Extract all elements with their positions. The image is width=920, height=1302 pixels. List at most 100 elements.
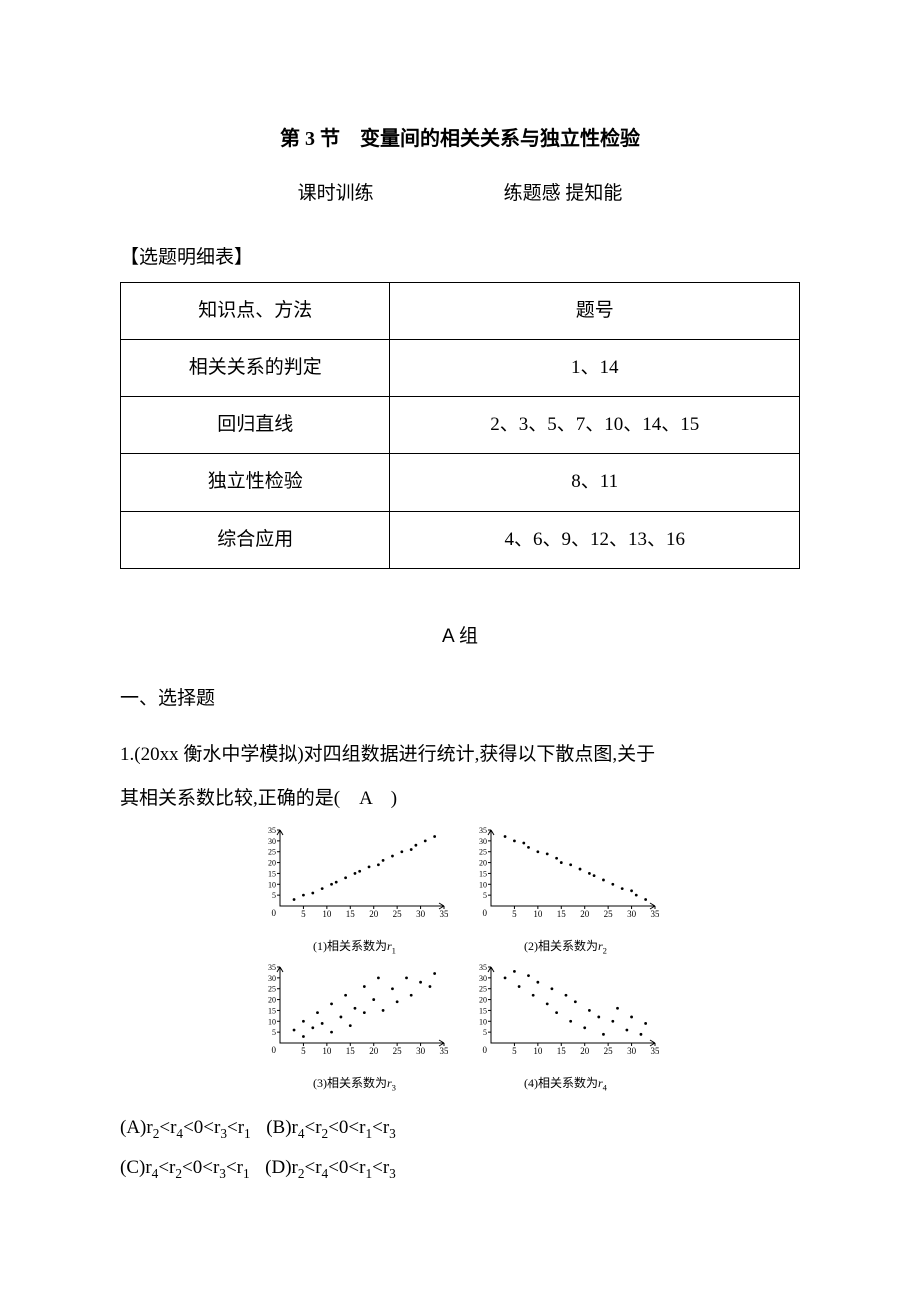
svg-text:30: 30 [479,974,487,983]
svg-text:35: 35 [268,963,276,972]
scatter-grid: 051015202530355101520253035 (1)相关系数为r1 0… [260,826,660,1096]
svg-text:15: 15 [268,1007,276,1016]
svg-text:5: 5 [512,1046,517,1056]
q1-text: 1.(20xx 衡水中学模拟)对四组数据进行统计,获得以下散点图,关于 其相关系… [120,733,800,820]
svg-text:35: 35 [440,909,449,919]
svg-text:20: 20 [369,909,379,919]
table-header-row: 知识点、方法 题号 [121,283,800,340]
svg-text:15: 15 [557,1046,567,1056]
svg-text:35: 35 [440,1046,449,1056]
table-row: 独立性检验 8、11 [121,454,800,511]
scatter-svg-1: 051015202530355101520253035 [260,826,448,920]
svg-text:15: 15 [268,870,276,879]
subtitle-row: 课时训练 练题感 提知能 [120,176,800,212]
svg-text:10: 10 [479,881,487,890]
svg-text:30: 30 [268,837,276,846]
svg-text:5: 5 [301,1046,306,1056]
svg-text:30: 30 [416,909,426,919]
svg-text:5: 5 [512,909,517,919]
cell: 综合应用 [121,511,390,568]
svg-text:35: 35 [268,826,276,835]
svg-text:10: 10 [533,1046,543,1056]
svg-text:30: 30 [627,909,637,919]
topic-table: 知识点、方法 题号 相关关系的判定 1、14 回归直线 2、3、5、7、10、1… [120,282,800,568]
svg-text:35: 35 [651,909,660,919]
page-title: 第 3 节 变量间的相关关系与独立性检验 [120,120,800,158]
scatter-panel-4: 051015202530355101520253035 (4)相关系数为r4 [471,963,660,1096]
cell: 独立性检验 [121,454,390,511]
scatter-panel-2: 051015202530355101520253035 (2)相关系数为r2 [471,826,660,959]
svg-text:5: 5 [272,1028,276,1037]
section-1-heading: 一、选择题 [120,681,800,717]
option-C: (C)r4<r2<0<r3<r1 [120,1157,250,1178]
options-row-1: (A)r2<r4<0<r3<r1 (B)r4<r2<0<r1<r3 [120,1108,800,1148]
svg-text:10: 10 [533,909,543,919]
scatter-caption-4: (4)相关系数为r4 [471,1072,660,1096]
subtitle-right: 练题感 提知能 [504,176,623,212]
svg-text:25: 25 [393,1046,403,1056]
scatter-svg-2: 051015202530355101520253035 [471,826,659,920]
q1-line-b: 其相关系数比较,正确的是( A ) [120,788,397,809]
svg-text:0: 0 [272,1045,277,1055]
svg-text:20: 20 [479,996,487,1005]
svg-text:30: 30 [268,974,276,983]
svg-text:5: 5 [483,1028,487,1037]
svg-text:0: 0 [272,908,277,918]
svg-text:10: 10 [322,1046,332,1056]
option-A: (A)r2<r4<0<r3<r1 [120,1117,251,1138]
svg-text:5: 5 [301,909,306,919]
svg-text:20: 20 [580,1046,590,1056]
scatter-panel-1: 051015202530355101520253035 (1)相关系数为r1 [260,826,449,959]
svg-text:0: 0 [483,908,488,918]
svg-text:20: 20 [479,859,487,868]
svg-text:25: 25 [479,985,487,994]
scatter-caption-3: (3)相关系数为r3 [260,1072,449,1096]
svg-text:25: 25 [604,1046,614,1056]
cell: 1、14 [390,340,800,397]
svg-text:5: 5 [483,891,487,900]
svg-text:10: 10 [268,1017,276,1026]
svg-text:20: 20 [268,859,276,868]
table-row: 综合应用 4、6、9、12、13、16 [121,511,800,568]
scatter-svg-3: 051015202530355101520253035 [260,963,448,1057]
svg-text:30: 30 [479,837,487,846]
cell: 回归直线 [121,397,390,454]
svg-text:25: 25 [479,848,487,857]
svg-text:20: 20 [369,1046,379,1056]
scatter-caption-2: (2)相关系数为r2 [471,935,660,959]
subtitle-left: 课时训练 [298,176,374,212]
cell: 4、6、9、12、13、16 [390,511,800,568]
svg-text:25: 25 [268,848,276,857]
q1-line-a: 1.(20xx 衡水中学模拟)对四组数据进行统计,获得以下散点图,关于 [120,744,655,765]
svg-text:15: 15 [557,909,567,919]
cell: 8、11 [390,454,800,511]
group-heading: A 组 [120,619,800,655]
options-row-2: (C)r4<r2<0<r3<r1 (D)r2<r4<0<r1<r3 [120,1148,800,1188]
svg-text:35: 35 [479,963,487,972]
cell: 2、3、5、7、10、14、15 [390,397,800,454]
option-D: (D)r2<r4<0<r1<r3 [265,1157,396,1178]
col-header: 题号 [390,283,800,340]
table-row: 回归直线 2、3、5、7、10、14、15 [121,397,800,454]
table-row: 相关关系的判定 1、14 [121,340,800,397]
svg-text:30: 30 [416,1046,426,1056]
svg-text:15: 15 [479,870,487,879]
svg-text:15: 15 [346,909,356,919]
option-B: (B)r4<r2<0<r1<r3 [266,1117,396,1138]
svg-text:15: 15 [346,1046,356,1056]
cell: 相关关系的判定 [121,340,390,397]
svg-text:25: 25 [393,909,403,919]
svg-text:15: 15 [479,1007,487,1016]
svg-text:25: 25 [604,909,614,919]
svg-text:35: 35 [651,1046,660,1056]
svg-text:10: 10 [322,909,332,919]
svg-text:10: 10 [268,881,276,890]
svg-text:20: 20 [268,996,276,1005]
svg-text:10: 10 [479,1017,487,1026]
svg-text:5: 5 [272,891,276,900]
svg-text:30: 30 [627,1046,637,1056]
scatter-panel-3: 051015202530355101520253035 (3)相关系数为r3 [260,963,449,1096]
svg-text:35: 35 [479,826,487,835]
svg-text:0: 0 [483,1045,488,1055]
svg-text:20: 20 [580,909,590,919]
